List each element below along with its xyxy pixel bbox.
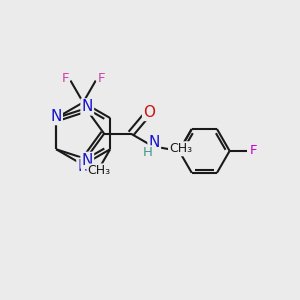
Text: F: F (250, 144, 258, 158)
Text: N: N (148, 135, 160, 150)
Text: H: H (142, 146, 152, 159)
Text: CH₃: CH₃ (169, 142, 192, 155)
Text: N: N (82, 99, 93, 114)
Text: O: O (143, 105, 155, 120)
Text: N: N (82, 153, 93, 168)
Text: N: N (77, 159, 89, 174)
Text: N: N (50, 109, 62, 124)
Text: F: F (98, 72, 105, 85)
Text: CH₃: CH₃ (87, 164, 111, 177)
Text: F: F (61, 72, 69, 85)
